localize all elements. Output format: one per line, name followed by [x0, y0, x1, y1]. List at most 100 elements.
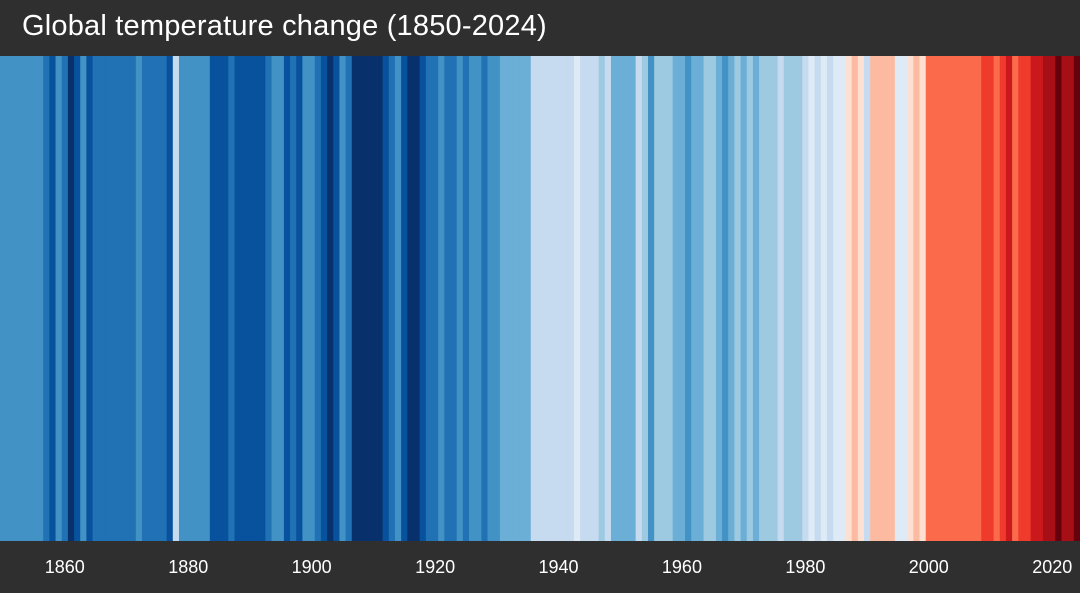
- stripe-1940: [555, 56, 563, 541]
- stripe-1880: [185, 56, 192, 541]
- stripe-1867: [104, 56, 112, 541]
- stripe-1882: [197, 56, 205, 541]
- stripe-1998: [913, 56, 921, 541]
- stripe-1932: [506, 56, 513, 541]
- stripe-1934: [518, 56, 526, 541]
- stripe-1926: [469, 56, 476, 541]
- stripe-1921: [438, 56, 445, 541]
- stripe-1873: [141, 56, 149, 541]
- stripe-1995: [894, 56, 902, 541]
- stripe-1942: [567, 56, 575, 541]
- stripe-1985: [833, 56, 840, 541]
- stripe-1973: [759, 56, 766, 541]
- stripe-1986: [839, 56, 847, 541]
- stripe-1913: [388, 56, 396, 541]
- stripe-2001: [931, 56, 939, 541]
- x-tick-label: 1860: [45, 557, 85, 577]
- stripe-2003: [944, 56, 951, 541]
- stripe-1896: [283, 56, 291, 541]
- stripe-1862: [74, 56, 81, 541]
- stripe-1938: [543, 56, 550, 541]
- x-tick-label: 1880: [168, 557, 208, 577]
- stripe-2017: [1030, 56, 1038, 541]
- stripe-1863: [80, 56, 87, 541]
- stripe-1944: [580, 56, 587, 541]
- stripe-1964: [703, 56, 711, 541]
- stripe-2022: [1061, 56, 1069, 541]
- stripe-1952: [629, 56, 637, 541]
- stripe-2012: [999, 56, 1007, 541]
- stripe-2007: [968, 56, 976, 541]
- stripe-1996: [901, 56, 908, 541]
- stripe-1987: [845, 56, 853, 541]
- stripe-1886: [222, 56, 229, 541]
- stripe-1861: [67, 56, 75, 541]
- stripe-1905: [339, 56, 347, 541]
- stripe-1879: [178, 56, 186, 541]
- stripe-1943: [573, 56, 581, 541]
- stripe-1878: [172, 56, 180, 541]
- x-tick-label: 1920: [415, 557, 455, 577]
- stripe-1908: [357, 56, 365, 541]
- stripe-1893: [265, 56, 273, 541]
- stripe-1971: [746, 56, 754, 541]
- stripe-1999: [919, 56, 927, 541]
- stripe-1876: [160, 56, 168, 541]
- stripe-1911: [376, 56, 384, 541]
- stripe-1958: [666, 56, 674, 541]
- stripe-2006: [962, 56, 970, 541]
- stripe-2021: [1055, 56, 1063, 541]
- stripe-1988: [851, 56, 859, 541]
- stripe-1918: [419, 56, 427, 541]
- stripe-1914: [394, 56, 402, 541]
- stripe-2020: [1049, 56, 1056, 541]
- stripe-1883: [203, 56, 211, 541]
- stripe-1919: [425, 56, 433, 541]
- stripe-2024: [1073, 56, 1080, 541]
- stripe-1887: [228, 56, 236, 541]
- stripe-1965: [709, 56, 717, 541]
- stripe-1979: [796, 56, 803, 541]
- stripe-2014: [1012, 56, 1019, 541]
- stripe-1992: [876, 56, 884, 541]
- stripe-1869: [117, 56, 125, 541]
- stripe-1853: [18, 56, 26, 541]
- stripe-2018: [1036, 56, 1044, 541]
- stripe-1957: [660, 56, 668, 541]
- stripe-1910: [370, 56, 378, 541]
- stripe-1993: [882, 56, 890, 541]
- stripe-1898: [296, 56, 303, 541]
- stripe-1884: [209, 56, 217, 541]
- stripe-1860: [61, 56, 69, 541]
- stripe-1947: [598, 56, 606, 541]
- stripe-1945: [586, 56, 594, 541]
- stripe-1977: [783, 56, 791, 541]
- stripe-1956: [654, 56, 661, 541]
- stripes-group: [0, 56, 1080, 541]
- stripe-1922: [444, 56, 452, 541]
- stripe-1903: [327, 56, 334, 541]
- stripe-1933: [512, 56, 519, 541]
- stripe-2023: [1067, 56, 1075, 541]
- stripe-2008: [975, 56, 982, 541]
- stripe-1974: [765, 56, 773, 541]
- stripe-1885: [216, 56, 223, 541]
- stripe-1955: [648, 56, 655, 541]
- x-tick-label: 1940: [538, 557, 578, 577]
- stripe-1975: [771, 56, 779, 541]
- stripe-1972: [752, 56, 760, 541]
- stripe-1904: [333, 56, 341, 541]
- stripe-1953: [635, 56, 643, 541]
- stripe-1915: [401, 56, 408, 541]
- stripe-2009: [981, 56, 989, 541]
- stripe-1923: [450, 56, 458, 541]
- stripe-1907: [351, 56, 359, 541]
- stripe-1890: [246, 56, 254, 541]
- stripe-1909: [364, 56, 371, 541]
- stripe-1982: [814, 56, 822, 541]
- stripe-1875: [154, 56, 162, 541]
- stripe-1990: [864, 56, 871, 541]
- stripe-2011: [993, 56, 1001, 541]
- stripe-1866: [98, 56, 106, 541]
